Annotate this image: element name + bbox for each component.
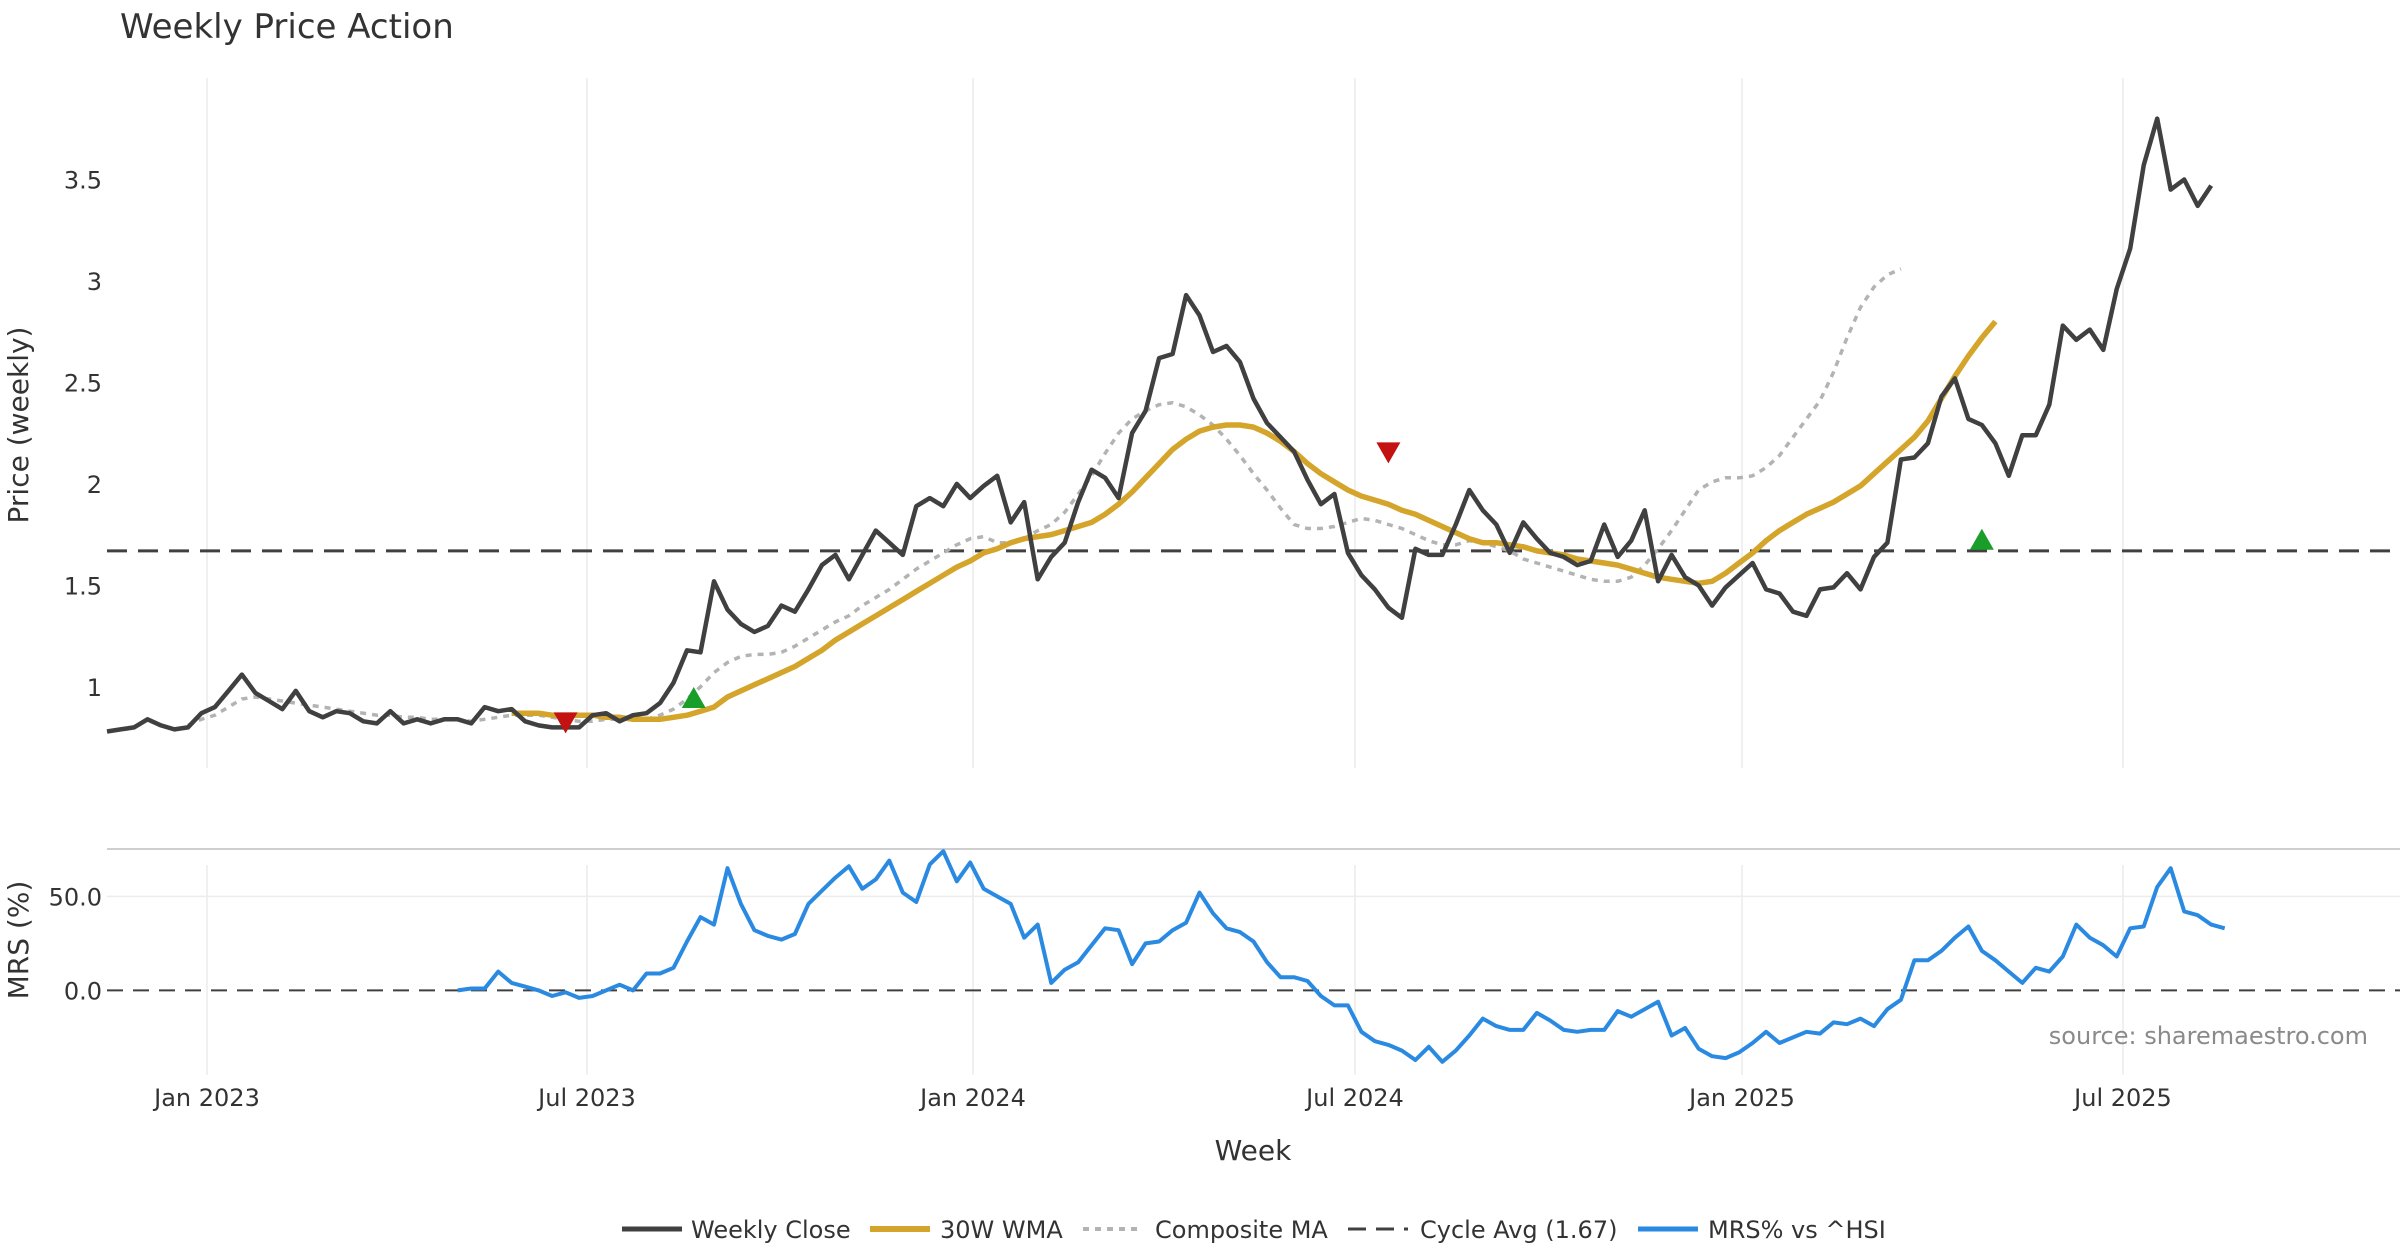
- chart-title: Weekly Price Action: [120, 7, 454, 47]
- mrs-axis-label: MRS (%): [2, 881, 35, 1000]
- legend-label-wma30: 30W WMA: [940, 1216, 1063, 1244]
- mrs-tick-50: 50.0: [49, 883, 102, 911]
- legend-label-mrs: MRS% vs ^HSI: [1708, 1216, 1886, 1244]
- weekly-close-line: [106, 116, 2214, 734]
- legend: Weekly Close 30W WMA Composite MA Cycle …: [622, 1216, 1886, 1244]
- x-tick-jul-2025: Jul 2025: [2072, 1084, 2172, 1112]
- x-tick-jan-2024: Jan 2024: [918, 1084, 1026, 1112]
- x-tick-jul-2024: Jul 2024: [1304, 1084, 1404, 1112]
- price-tick-1.5: 1.5: [64, 572, 102, 600]
- price-tick-2: 2: [87, 471, 102, 499]
- price-tick-3.5: 3.5: [64, 166, 102, 194]
- buy-signal-marker-1: [681, 687, 706, 708]
- price-tick-3: 3: [87, 268, 102, 296]
- price-tick-2.5: 2.5: [64, 369, 102, 397]
- legend-label-composite-ma: Composite MA: [1155, 1216, 1328, 1244]
- x-tick-jan-2023: Jan 2023: [152, 1084, 260, 1112]
- source-note: source: sharemaestro.com: [2049, 1022, 2368, 1050]
- x-tick-jul-2023: Jul 2023: [536, 1084, 636, 1112]
- mrs-line: [457, 849, 2226, 1064]
- x-axis-label: Week: [1215, 1134, 1292, 1167]
- composite-ma-line: [187, 267, 1902, 727]
- price-axis-label: Price (weekly): [2, 327, 35, 524]
- legend-label-cycle-avg: Cycle Avg (1.67): [1420, 1216, 1617, 1244]
- signals: [553, 442, 1994, 734]
- sell-signal-marker-2: [1376, 442, 1401, 464]
- x-gridlines-price: [206, 78, 2124, 768]
- x-tick-jan-2025: Jan 2025: [1687, 1084, 1795, 1112]
- price-tick-1: 1: [87, 674, 102, 702]
- sell-signal-marker-0: [553, 712, 578, 734]
- mrs-tick-0: 0.0: [64, 977, 102, 1005]
- buy-signal-marker-3: [1969, 528, 1994, 550]
- x-gridlines-mrs: [206, 865, 2124, 1075]
- legend-label-weekly-close: Weekly Close: [691, 1216, 851, 1244]
- wma30-line: [511, 319, 1998, 723]
